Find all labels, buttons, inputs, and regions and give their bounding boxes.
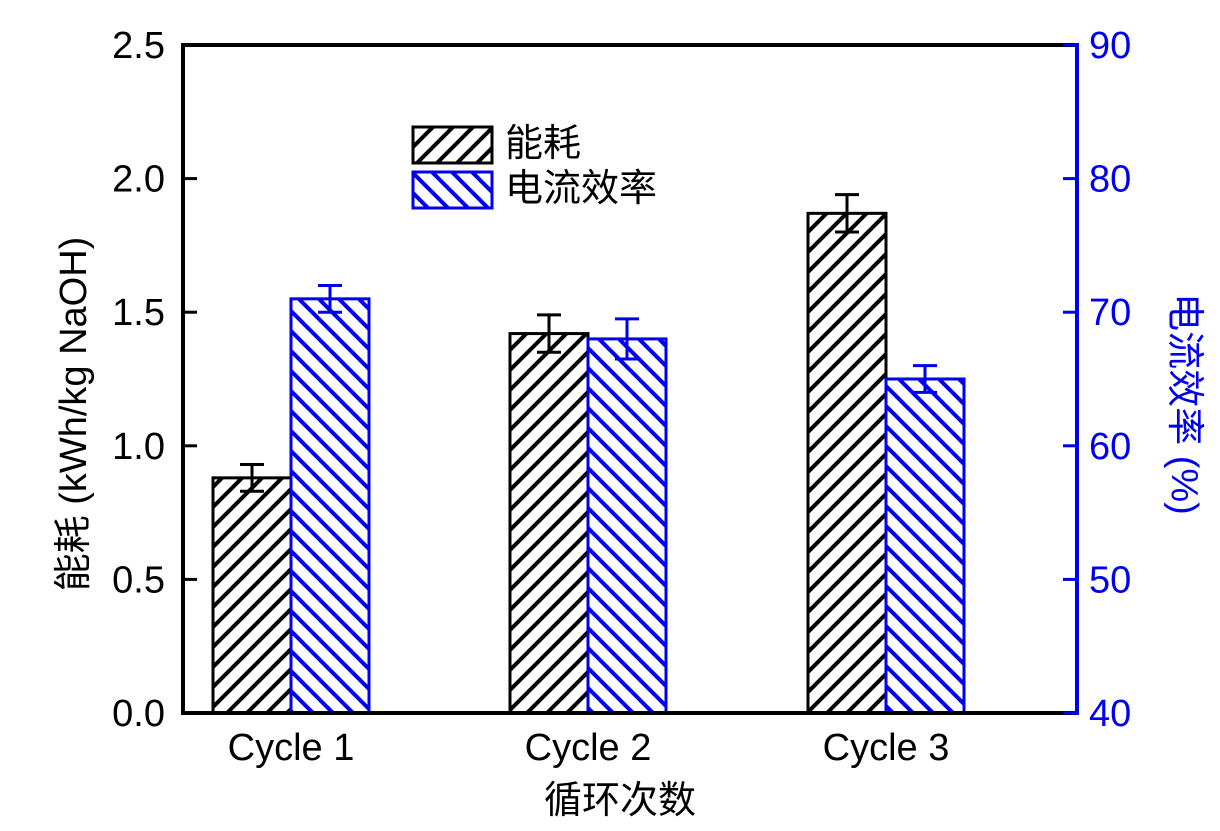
errorbar-energy-cycle-3 bbox=[835, 193, 859, 234]
errorbar-energy-cycle-1 bbox=[240, 463, 264, 493]
bar-energy-cycle-1 bbox=[211, 476, 293, 715]
y-left-tick-label: 2.0 bbox=[112, 159, 165, 201]
y-right-tick-label: 50 bbox=[1089, 559, 1131, 601]
y-right-tick-label: 70 bbox=[1089, 292, 1131, 334]
x-category-cycle-3: Cycle 3 bbox=[822, 727, 950, 769]
bar-energy-cycle-3 bbox=[806, 211, 888, 715]
left-axis-title: 能耗 (kWh/kg NaOH) bbox=[53, 236, 95, 592]
y-left-tick-label: 0.5 bbox=[112, 559, 165, 601]
errorbar-efficiency-cycle-1 bbox=[318, 283, 342, 314]
legend-label-efficiency: 电流效率 bbox=[505, 168, 658, 210]
errorbar-efficiency-cycle-3 bbox=[913, 364, 937, 394]
bar-efficiency-cycle-3 bbox=[884, 377, 966, 715]
right-axis-title: 电流效率 (%) bbox=[1163, 293, 1205, 515]
errorbar-energy-cycle-2 bbox=[537, 313, 561, 354]
bar-efficiency-cycle-1 bbox=[289, 297, 371, 715]
x-category-cycle-2: Cycle 2 bbox=[524, 727, 652, 769]
y-left-tick-label: 2.5 bbox=[112, 25, 165, 67]
y-right-tick-label: 40 bbox=[1089, 693, 1131, 735]
x-category-cycle-1: Cycle 1 bbox=[227, 727, 355, 769]
y-right-tick-label: 90 bbox=[1089, 25, 1131, 67]
legend bbox=[411, 125, 494, 210]
errorbar-efficiency-cycle-2 bbox=[615, 317, 639, 361]
legend-swatch-energy bbox=[411, 125, 494, 165]
x-axis-title: 循环次数 bbox=[543, 780, 697, 822]
legend-swatch-efficiency bbox=[411, 170, 494, 210]
y-left-tick-label: 1.0 bbox=[112, 426, 165, 468]
y-left-tick-label: 0.0 bbox=[112, 693, 165, 735]
legend-label-energy: 能耗 bbox=[505, 123, 582, 165]
bar-efficiency-cycle-2 bbox=[586, 337, 668, 715]
y-right-tick-label: 60 bbox=[1089, 426, 1131, 468]
bars bbox=[211, 193, 966, 715]
y-left-tick-label: 1.5 bbox=[112, 292, 165, 334]
plot-frame bbox=[181, 43, 1079, 715]
y-right-tick-label: 80 bbox=[1089, 159, 1131, 201]
bar-energy-cycle-2 bbox=[508, 332, 590, 715]
